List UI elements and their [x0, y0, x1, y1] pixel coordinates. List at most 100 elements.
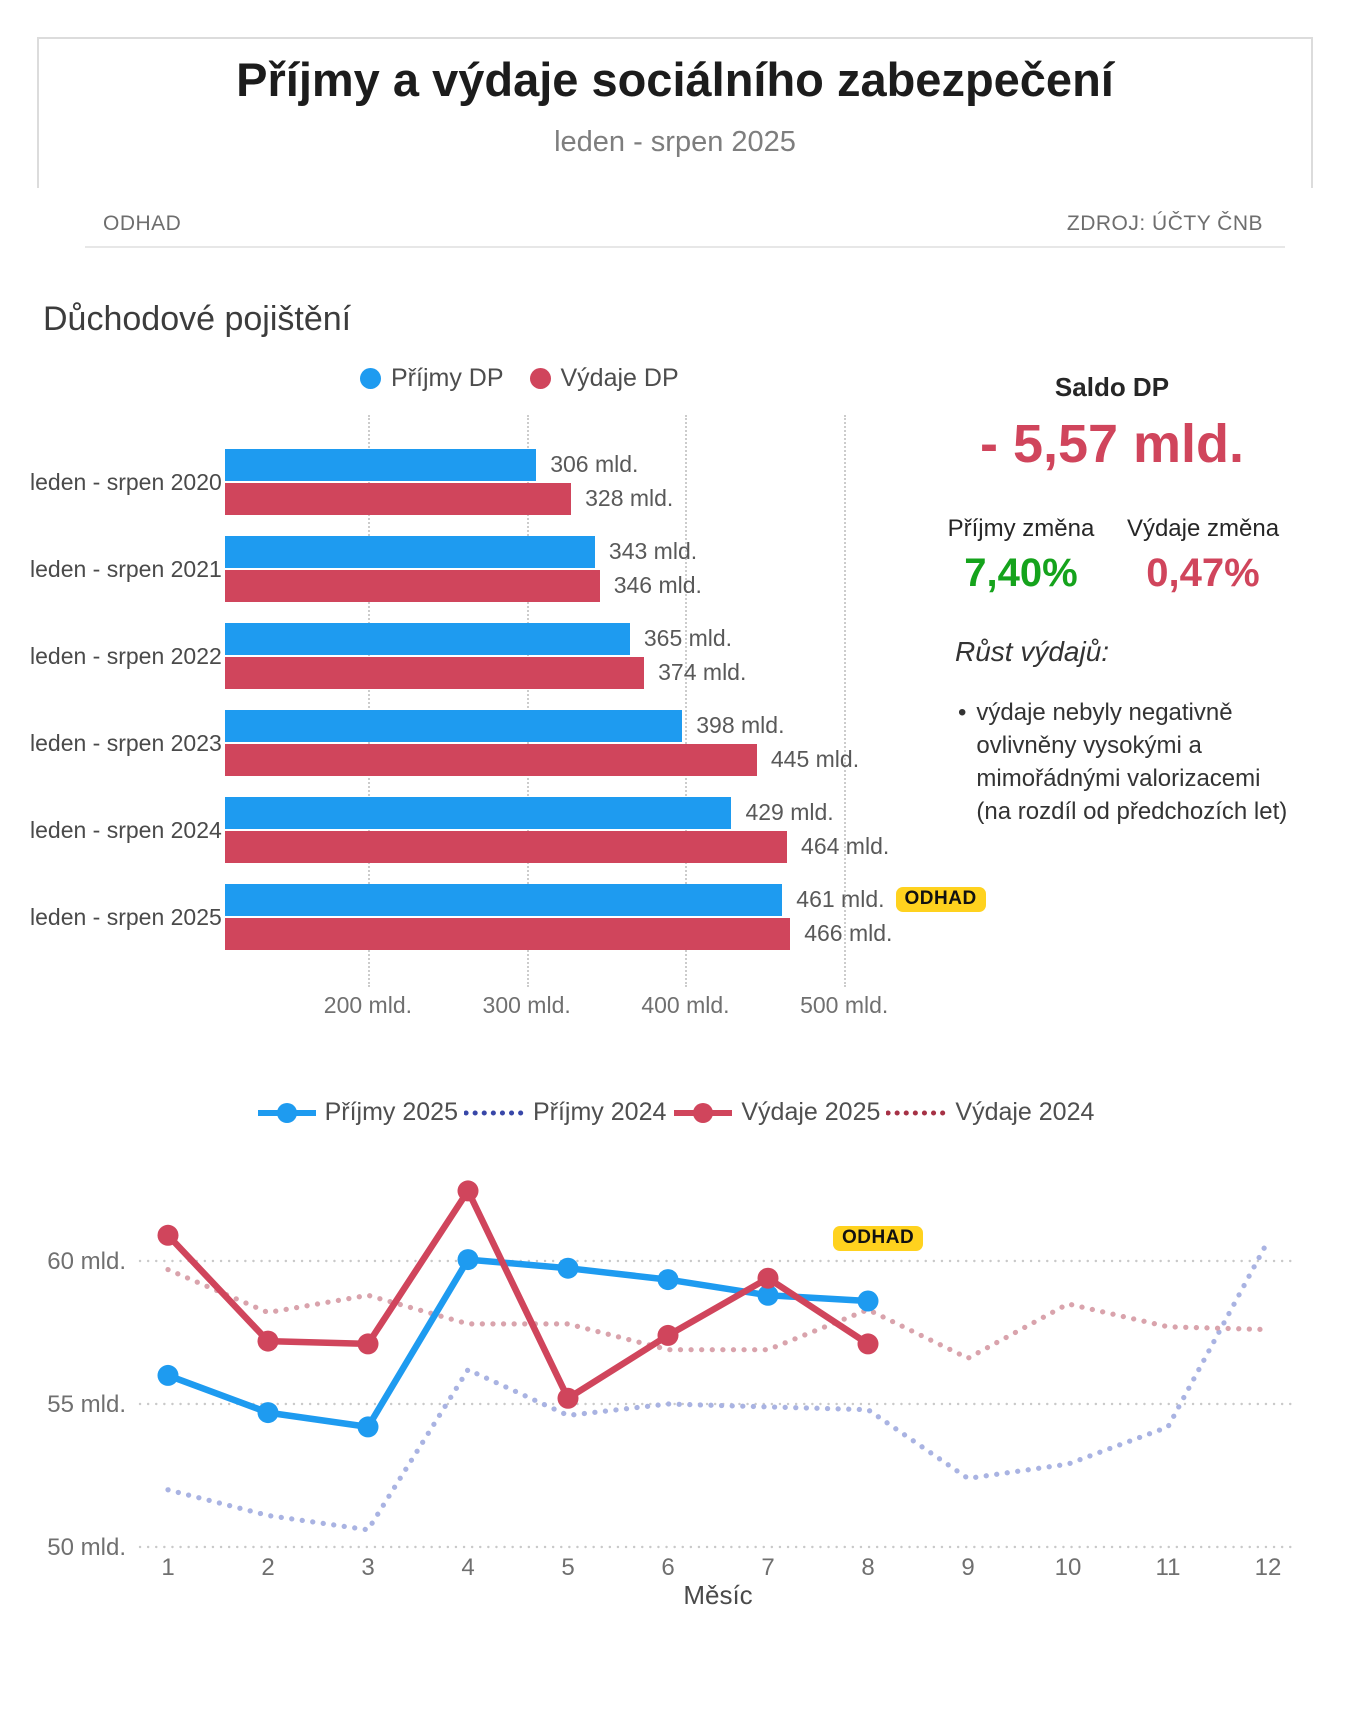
bar-vydaje-2020[interactable]	[225, 483, 572, 515]
saldo-title: Saldo DP	[1054, 372, 1170, 402]
legend-dotted-line-icon	[463, 1110, 526, 1115]
line-legend-label: Výdaje 2025	[741, 1098, 881, 1126]
header-source: ZDROJ: ÚČTY ČNB	[1066, 212, 1263, 235]
expense-note-bullet: • výdaje nebyly negativně ovlivněny vyso…	[958, 696, 1298, 828]
x-axis-tick: 11	[1156, 1554, 1181, 1581]
x-axis-tick: 12	[1255, 1554, 1282, 1581]
legend-line-dot-icon	[257, 1102, 316, 1123]
x-axis-tick: 7	[761, 1554, 774, 1581]
bullet-text: výdaje nebyly negativně ovlivněny vysoký…	[976, 699, 1288, 825]
bar-prijmy-2023[interactable]	[225, 710, 683, 742]
y-axis-tick: 55 mld.	[47, 1391, 126, 1418]
bar-value: 306 mld.	[550, 451, 638, 478]
bar-category-label: leden - srpen 2024	[30, 817, 222, 843]
bar-category-label: leden - srpen 2021	[30, 556, 222, 582]
bar-value-label: 466 mld.	[804, 920, 893, 946]
bar-prijmy-2020[interactable]	[225, 449, 537, 481]
bar-axis-tick: 400 mld.	[641, 992, 730, 1018]
bar-value: 365 mld.	[644, 625, 732, 652]
income-change-label: Příjmy změna	[947, 515, 1095, 542]
bar-gridline	[844, 415, 847, 987]
saldo-panel: Saldo DP - 5,57 mld. Příjmy změna 7,40% …	[930, 372, 1294, 596]
legend-line-dot-icon	[674, 1102, 733, 1123]
x-axis-tick: 1	[161, 1554, 174, 1581]
data-point-příjmy-2025-m3	[357, 1416, 379, 1438]
income-change-value: 7,40%	[964, 551, 1078, 595]
bar-axis-tick: 500 mld.	[800, 992, 889, 1018]
bar-value-label: 346 mld.	[613, 572, 702, 598]
bar-prijmy-2021[interactable]	[225, 536, 595, 568]
bar-legend-item-prijmy[interactable]: Příjmy DP	[360, 364, 504, 393]
y-axis-tick: 60 mld.	[47, 1248, 126, 1275]
bar-category-label: leden - srpen 2025	[30, 904, 222, 930]
saldo-value: - 5,57 mld.	[979, 414, 1245, 474]
bar-vydaje-2022[interactable]	[225, 657, 645, 689]
bar-value: 328 mld.	[585, 485, 673, 512]
line-legend-item-výdaje-2025[interactable]: Výdaje 2025	[672, 1098, 880, 1127]
bar-value-label: 306 mld.	[550, 451, 639, 477]
card-border-left	[37, 37, 39, 188]
bar-prijmy-2025[interactable]	[225, 884, 783, 916]
header-note-odhad: ODHAD	[103, 212, 182, 235]
x-axis-tick: 3	[361, 1554, 374, 1581]
bar-value: 461 mld. ODHAD	[796, 886, 986, 913]
data-point-výdaje-2025-m8	[857, 1333, 879, 1355]
bar-vydaje-2023[interactable]	[225, 744, 757, 776]
line-series-příjmy-2025	[164, 1256, 872, 1431]
data-point-příjmy-2025-m4	[457, 1249, 479, 1271]
bullet-icon: •	[958, 699, 967, 726]
bar-gridline	[367, 415, 370, 987]
line-legend-item-příjmy-2025[interactable]: Příjmy 2025	[256, 1098, 458, 1127]
bar-category-label: leden - srpen 2020	[30, 469, 222, 495]
bar-chart: 200 mld. 300 mld. 400 mld. 500 mld. leden - …	[30, 415, 986, 1018]
data-point-příjmy-2025-m8	[857, 1290, 879, 1312]
bar-chart-legend: Příjmy DP Výdaje DP	[360, 364, 679, 393]
line-legend-label: Příjmy 2025	[324, 1098, 458, 1126]
x-axis-tick: 2	[261, 1554, 274, 1581]
income-change-block: Příjmy změna 7,40%	[930, 515, 1112, 596]
line-series-výdaje-2025	[164, 1187, 872, 1402]
line-chart: 60 mld.55 mld.50 mld.1 2 3 4 5 6 7 8 9 10 11 12Měsí…	[47, 1180, 1300, 1610]
y-axis-tick: 50 mld.	[47, 1534, 126, 1561]
page-subtitle: leden - srpen 2025	[554, 126, 796, 158]
data-point-příjmy-2025-m7	[757, 1284, 779, 1306]
bar-legend-label: Příjmy DP	[391, 364, 504, 392]
page-title: Příjmy a výdaje sociálního zabezpečení	[236, 53, 1114, 106]
bar-prijmy-2024[interactable]	[225, 797, 732, 829]
expense-change-block: Výdaje změna 0,47%	[1112, 515, 1294, 596]
bar-vydaje-2024[interactable]	[225, 831, 788, 863]
bar-value-label: 429 mld.	[745, 799, 834, 825]
bar-value: 374 mld.	[658, 659, 746, 686]
bar-prijmy-2022[interactable]	[225, 623, 630, 655]
bar-vydaje-2025[interactable]	[225, 918, 791, 950]
legend-dot-icon	[360, 368, 381, 389]
legend-dot-icon	[529, 368, 551, 389]
bar-value: 346 mld.	[614, 572, 702, 599]
legend-dotted-line-icon	[886, 1110, 949, 1115]
bar-legend-item-vydaje[interactable]: Výdaje DP	[529, 364, 679, 393]
header-divider	[85, 246, 1285, 248]
data-point-příjmy-2025-m6	[657, 1269, 679, 1291]
bar-value: 466 mld.	[804, 920, 892, 947]
bar-gridline	[526, 415, 529, 987]
line-legend-item-příjmy-2024[interactable]: Příjmy 2024	[463, 1098, 666, 1127]
bar-axis-tick: 300 mld.	[482, 992, 571, 1018]
data-point-příjmy-2025-m5	[557, 1257, 579, 1279]
expense-change-label: Výdaje změna	[1126, 515, 1280, 542]
bar-value: 429 mld.	[745, 799, 833, 826]
expense-change-value: 0,47%	[1146, 551, 1260, 595]
line-series-výdaje-2024	[165, 1266, 1271, 1361]
line-estimate-badge: ODHAD	[833, 1226, 924, 1251]
line-legend-item-výdaje-2024[interactable]: Výdaje 2024	[886, 1098, 1094, 1127]
card-border-right	[1311, 37, 1313, 188]
bar-value: 343 mld.	[609, 538, 697, 565]
data-point-výdaje-2025-m6	[657, 1324, 679, 1346]
bar-value-label: 461 mld.	[796, 886, 885, 912]
bar-gridline	[685, 415, 688, 987]
x-axis-title: Měsíc	[683, 1580, 752, 1610]
line-legend-label: Výdaje 2024	[955, 1098, 1095, 1126]
bar-vydaje-2021[interactable]	[225, 570, 600, 602]
bar-legend-label: Výdaje DP	[560, 364, 679, 392]
bar-value: 445 mld.	[771, 746, 859, 773]
bar-value: 398 mld.	[696, 712, 784, 739]
